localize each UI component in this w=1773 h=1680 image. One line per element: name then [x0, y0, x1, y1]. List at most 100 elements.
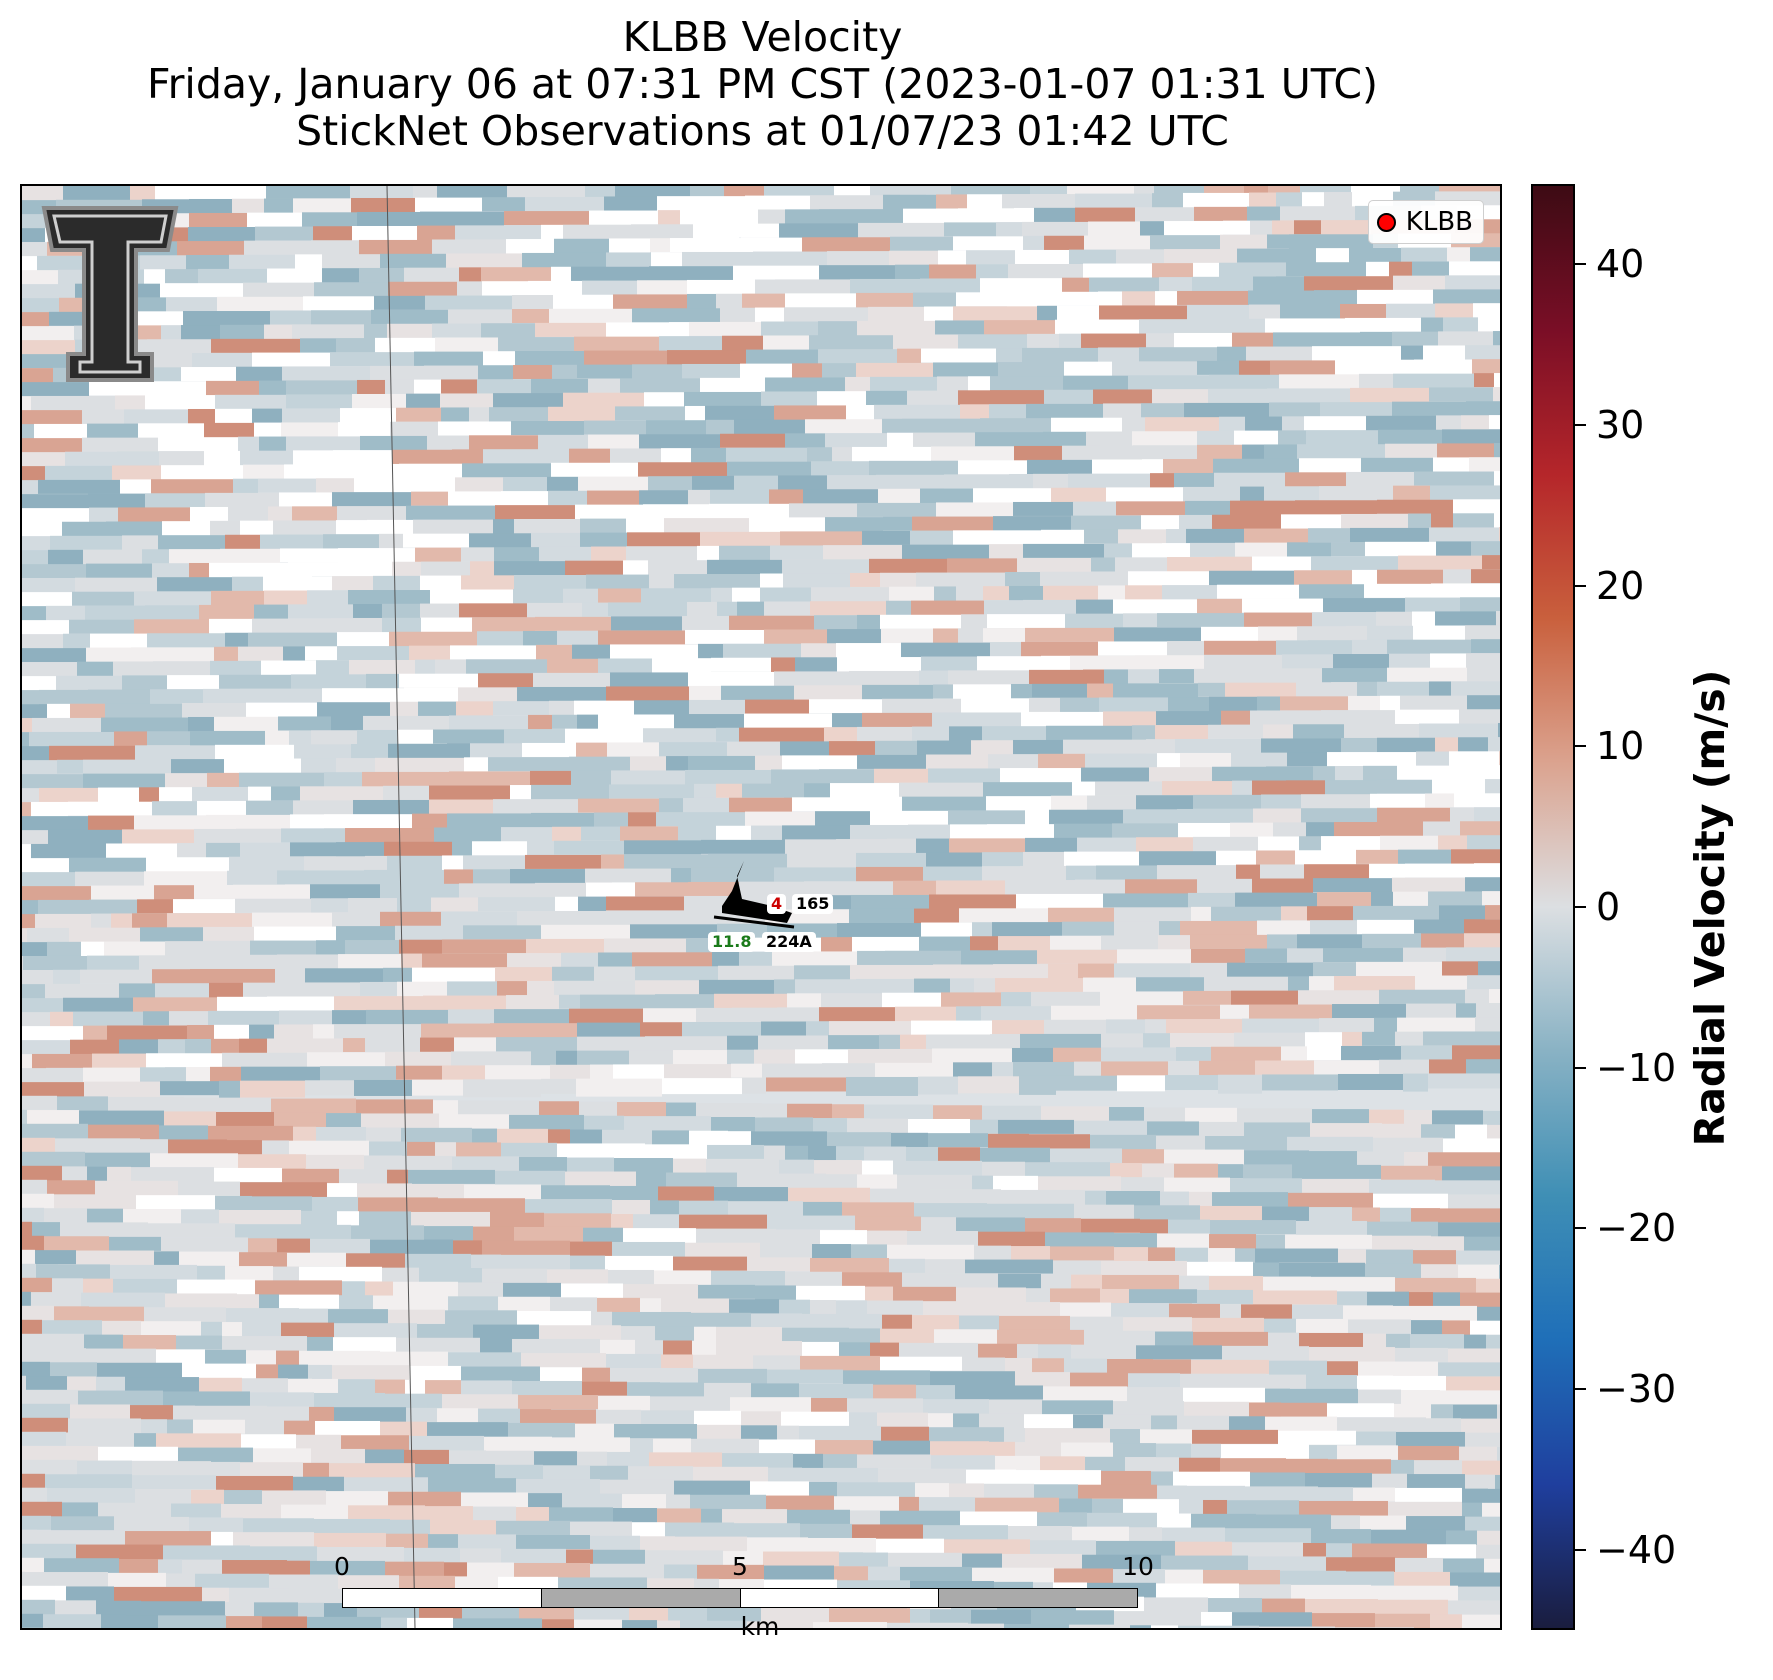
- velocity-gate: [250, 940, 316, 956]
- velocity-gate: [276, 1350, 299, 1368]
- velocity-gate: [722, 1453, 793, 1469]
- velocity-gate: [1281, 906, 1307, 921]
- velocity-gate: [923, 1399, 989, 1418]
- velocity-gate: [992, 922, 1062, 940]
- velocity-gate: [654, 1270, 711, 1286]
- velocity-gate: [240, 688, 322, 704]
- velocity-gate: [1495, 1474, 1500, 1491]
- velocity-gate: [224, 1490, 262, 1505]
- velocity-gate: [336, 842, 384, 861]
- velocity-gate: [1030, 186, 1067, 197]
- velocity-gate: [921, 348, 996, 363]
- velocity-gate: [897, 1174, 972, 1189]
- velocity-gate: [793, 1453, 823, 1469]
- velocity-gate: [45, 465, 112, 481]
- velocity-gate: [1187, 1485, 1245, 1502]
- velocity-gate: [598, 658, 652, 674]
- velocity-gate: [1132, 725, 1155, 741]
- velocity-gate: [349, 660, 415, 676]
- velocity-gate: [870, 810, 948, 829]
- velocity-gate: [1140, 1219, 1168, 1234]
- velocity-gate: [1443, 1138, 1500, 1156]
- velocity-gate: [1296, 1220, 1367, 1235]
- velocity-gate: [1341, 513, 1408, 529]
- velocity-gate: [581, 826, 620, 841]
- velocity-gate: [1458, 1586, 1500, 1603]
- velocity-gate: [1168, 697, 1209, 713]
- velocity-gate: [808, 1537, 876, 1553]
- velocity-gate: [547, 1269, 608, 1284]
- velocity-gate: [1152, 389, 1208, 405]
- velocity-gate: [1307, 1046, 1341, 1061]
- station-id-224a[interactable]: 224A: [762, 932, 816, 952]
- velocity-gate: [501, 1548, 566, 1567]
- velocity-gate: [521, 1353, 606, 1369]
- velocity-gate: [22, 368, 53, 384]
- velocity-gate: [22, 256, 37, 275]
- colorbar-tick-mark: [1575, 584, 1586, 587]
- velocity-gate: [627, 532, 700, 547]
- velocity-gate: [698, 1368, 767, 1385]
- velocity-gate: [1220, 1004, 1249, 1019]
- velocity-gate: [307, 1616, 381, 1628]
- velocity-gate: [522, 742, 576, 757]
- velocity-gate: [193, 1419, 245, 1434]
- velocity-gate: [1414, 1460, 1462, 1479]
- velocity-gate: [1032, 1358, 1064, 1374]
- velocity-gate: [916, 572, 1005, 590]
- velocity-gate: [22, 1151, 85, 1168]
- velocity-gate: [1471, 541, 1500, 559]
- velocity-gate: [747, 1621, 813, 1628]
- velocity-gate: [307, 590, 348, 606]
- velocity-gate: [494, 561, 565, 580]
- velocity-gate: [958, 1076, 1019, 1094]
- velocity-gate: [632, 308, 720, 326]
- velocity-gate: [804, 783, 830, 800]
- velocity-gate: [68, 1418, 141, 1435]
- velocity-gate: [787, 1103, 832, 1119]
- velocity-gate: [373, 1295, 448, 1311]
- velocity-gate: [131, 647, 214, 665]
- velocity-gate: [77, 1460, 132, 1477]
- velocity-gate: [73, 1011, 143, 1028]
- velocity-gate: [1404, 1110, 1432, 1128]
- velocity-gate: [1180, 920, 1257, 938]
- velocity-gate: [22, 550, 48, 566]
- velocity-gate: [359, 267, 404, 284]
- velocity-gate: [810, 1257, 889, 1276]
- velocity-gate: [867, 1300, 923, 1315]
- velocity-gate: [596, 1409, 641, 1426]
- velocity-gate: [357, 379, 385, 396]
- velocity-gate: [933, 964, 993, 979]
- velocity-gate: [1300, 186, 1351, 193]
- velocity-gate: [577, 1451, 607, 1467]
- colorbar-tick-mark: [1575, 1388, 1586, 1390]
- velocity-gate: [958, 390, 990, 406]
- velocity-gate: [1113, 1443, 1156, 1458]
- velocity-gate: [1229, 1416, 1265, 1432]
- velocity-gate: [1414, 359, 1472, 376]
- velocity-gate: [399, 673, 478, 688]
- velocity-gate: [1194, 206, 1247, 221]
- velocity-gate: [314, 282, 388, 301]
- velocity-gate: [667, 350, 746, 368]
- velocity-gate: [928, 768, 1000, 784]
- velocity-gate: [563, 392, 644, 410]
- velocity-gate: [867, 1230, 907, 1247]
- velocity-gate: [493, 701, 549, 716]
- velocity-gate: [83, 1067, 140, 1083]
- velocity-gate: [495, 505, 575, 523]
- radar-velocity-map[interactable]: KLBB 4 165 11.8 224A: [20, 184, 1502, 1630]
- velocity-gate: [1038, 291, 1098, 306]
- station-id-165[interactable]: 165: [792, 894, 834, 914]
- velocity-gate: [972, 1567, 1054, 1583]
- velocity-gate: [857, 726, 912, 741]
- velocity-gate: [165, 941, 204, 957]
- velocity-gate: [632, 952, 712, 968]
- velocity-gate: [241, 1434, 296, 1453]
- velocity-gate: [1316, 248, 1349, 263]
- velocity-gate: [1493, 387, 1500, 404]
- velocity-gate: [1135, 655, 1204, 674]
- velocity-gate: [337, 506, 406, 521]
- velocity-gate: [657, 196, 745, 214]
